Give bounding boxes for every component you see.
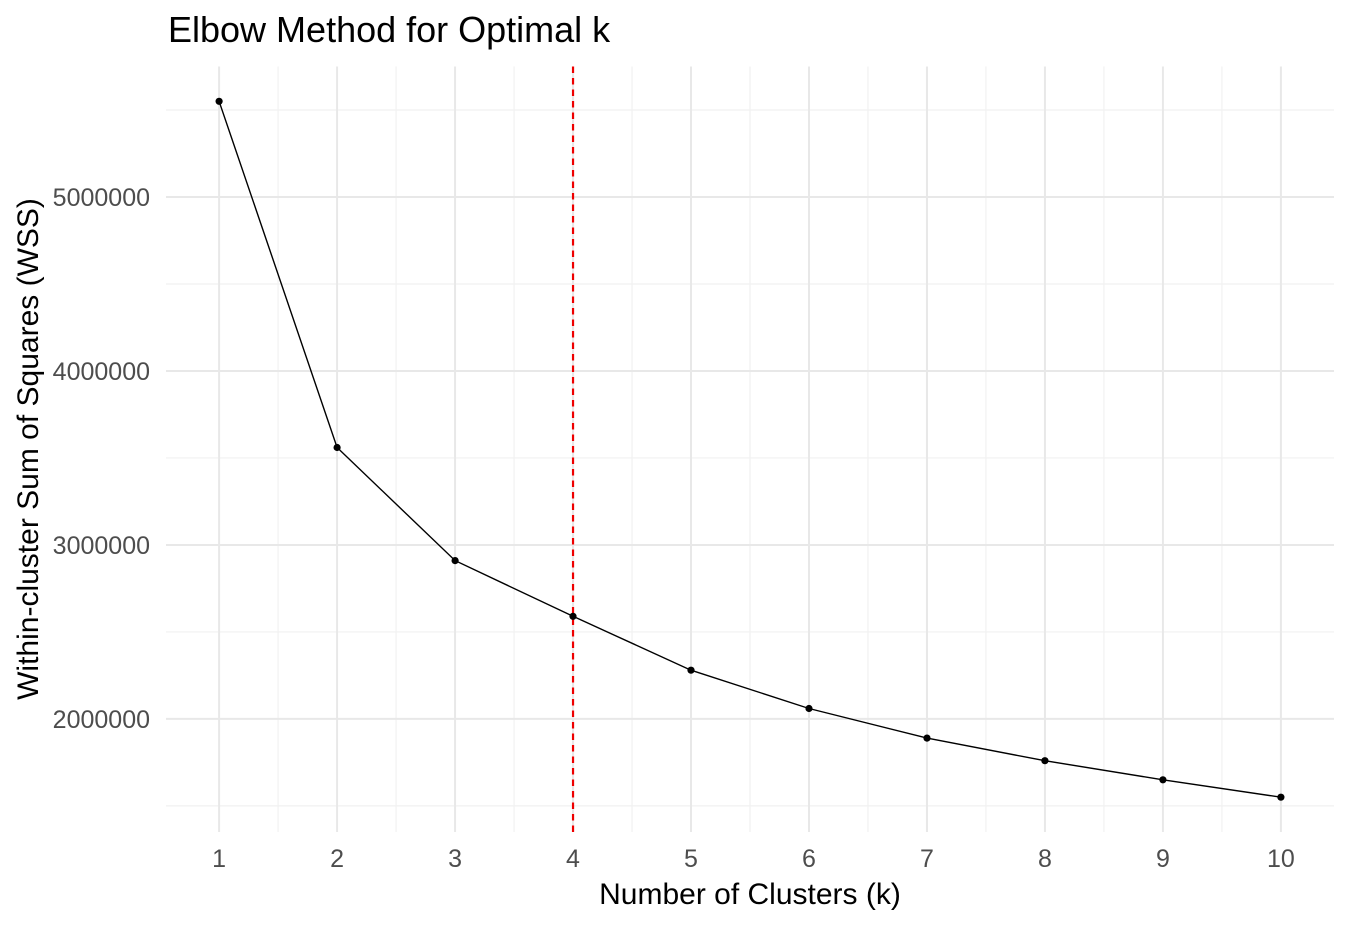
wss-line [218,101,1282,798]
data-point-k10 [1277,793,1285,801]
x-tick-label: 8 [1038,845,1052,873]
y-axis-title: Within-cluster Sum of Squares (WSS) [12,198,45,700]
data-point-k5 [687,666,695,674]
data-point-k4 [569,612,577,620]
data-point-k9 [1159,776,1167,784]
data-point-k8 [1041,757,1049,765]
x-axis-title: Number of Clusters (k) [599,878,901,911]
x-tick-label: 3 [448,845,462,873]
x-axis-tick-labels: 1 2 3 4 5 6 7 8 9 10 [212,845,1295,873]
gridlines-minor [166,66,1334,832]
wss-points [215,97,1285,801]
x-tick-label: 7 [920,845,934,873]
y-tick-label: 5000000 [53,184,150,212]
y-tick-label: 2000000 [53,706,150,734]
x-tick-label: 4 [566,845,580,873]
data-point-k2 [333,443,341,452]
x-tick-label: 9 [1156,845,1170,873]
y-axis-tick-labels: 2000000 3000000 4000000 5000000 [53,184,150,734]
data-point-k3 [451,557,459,565]
x-tick-label: 10 [1267,845,1295,873]
y-tick-label: 3000000 [53,532,150,560]
x-tick-label: 6 [802,845,816,873]
x-tick-label: 2 [330,845,344,873]
data-point-k6 [805,704,813,713]
data-point-k7 [923,734,931,742]
y-tick-label: 4000000 [53,358,150,386]
data-point-k1 [215,97,223,105]
x-tick-label: 1 [212,845,226,873]
x-tick-label: 5 [684,845,698,873]
chart-title: Elbow Method for Optimal k [168,9,611,50]
